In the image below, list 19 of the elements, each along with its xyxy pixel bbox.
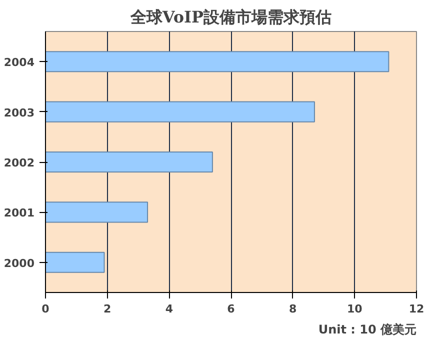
- bar: [46, 252, 105, 273]
- bar: [46, 51, 390, 72]
- x-tick-label: 4: [165, 302, 174, 316]
- chart-title: 全球VoIP設備市場需求預估: [129, 8, 332, 26]
- y-tick-label: 2004: [4, 56, 35, 70]
- y-tick-label: 2001: [4, 206, 35, 220]
- x-tick-label: 2: [104, 302, 112, 316]
- x-tick-label: 12: [408, 302, 424, 316]
- x-tick-label: 6: [227, 302, 236, 316]
- x-tick-label: 10: [347, 302, 363, 316]
- bar: [46, 202, 148, 223]
- x-tick-label: 0: [42, 302, 50, 316]
- bar: [46, 151, 213, 173]
- x-tick-label: 8: [289, 302, 297, 316]
- text: Unit : 10 億美元: [318, 322, 417, 336]
- y-tick-label: 2003: [4, 106, 35, 120]
- y-tick-label: 2002: [4, 156, 35, 170]
- bar: [46, 101, 315, 122]
- y-tick-label: 2000: [4, 256, 35, 270]
